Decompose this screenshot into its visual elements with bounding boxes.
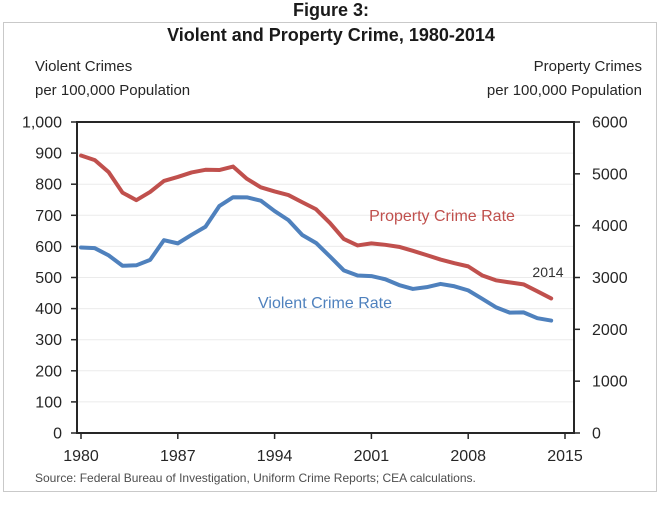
left-axis-tick-label: 0 [53, 426, 62, 443]
right-axis-header-line1: Property Crimes [533, 58, 642, 75]
figure-border [3, 22, 657, 492]
right-axis-tick-label: 2000 [592, 322, 628, 339]
left-axis-tick-label: 800 [35, 177, 62, 194]
figure-number: Figure 3: [292, 0, 369, 20]
x-axis-tick-label: 1980 [63, 448, 99, 465]
left-axis-tick-label: 200 [35, 363, 62, 380]
chart-title: Violent and Property Crime, 1980-2014 [167, 25, 495, 45]
x-axis-tick-label: 2015 [547, 448, 583, 465]
violent-crime-rate-line [79, 195, 554, 323]
left-axis-tick-label: 600 [35, 239, 62, 256]
left-axis-tick-label: 1,000 [22, 115, 62, 132]
left-axis-header-line1: Violent Crimes [35, 58, 133, 75]
x-axis-tick-label: 1994 [257, 448, 293, 465]
left-axis-header-line2: per 100,000 Population [35, 82, 191, 99]
left-axis-tick-label: 300 [35, 332, 62, 349]
right-axis-tick-label: 4000 [592, 218, 628, 235]
right-axis-header-line2: per 100,000 Population [486, 82, 642, 99]
right-axis-tick-label: 6000 [592, 115, 628, 132]
right-axis-tick-label: 1000 [592, 374, 628, 391]
left-axis-tick-label: 500 [35, 270, 62, 287]
right-axis-tick-label: 5000 [592, 166, 628, 183]
x-axis-tick-label: 1987 [160, 448, 196, 465]
right-axis-tick-label: 0 [592, 426, 601, 443]
left-axis-tick-label: 700 [35, 208, 62, 225]
x-axis-tick-label: 2001 [354, 448, 390, 465]
right-axis-tick-label: 3000 [592, 270, 628, 287]
left-axis-header: Violent Crimes per 100,000 Population [35, 55, 190, 103]
x-axis-tick-label: 2008 [450, 448, 486, 465]
left-axis-tick-label: 100 [35, 394, 62, 411]
right-axis-header: Property Crimes per 100,000 Population [487, 55, 642, 103]
violent-series-label: Violent Crime Rate [258, 295, 392, 312]
left-axis-tick-label: 400 [35, 301, 62, 318]
property-crime-rate-line [79, 153, 554, 301]
source-note: Source: Federal Bureau of Investigation,… [35, 471, 476, 485]
annotation-2014: 2014 [532, 264, 564, 280]
property-series-label: Property Crime Rate [369, 208, 515, 225]
left-axis-tick-label: 900 [35, 146, 62, 163]
